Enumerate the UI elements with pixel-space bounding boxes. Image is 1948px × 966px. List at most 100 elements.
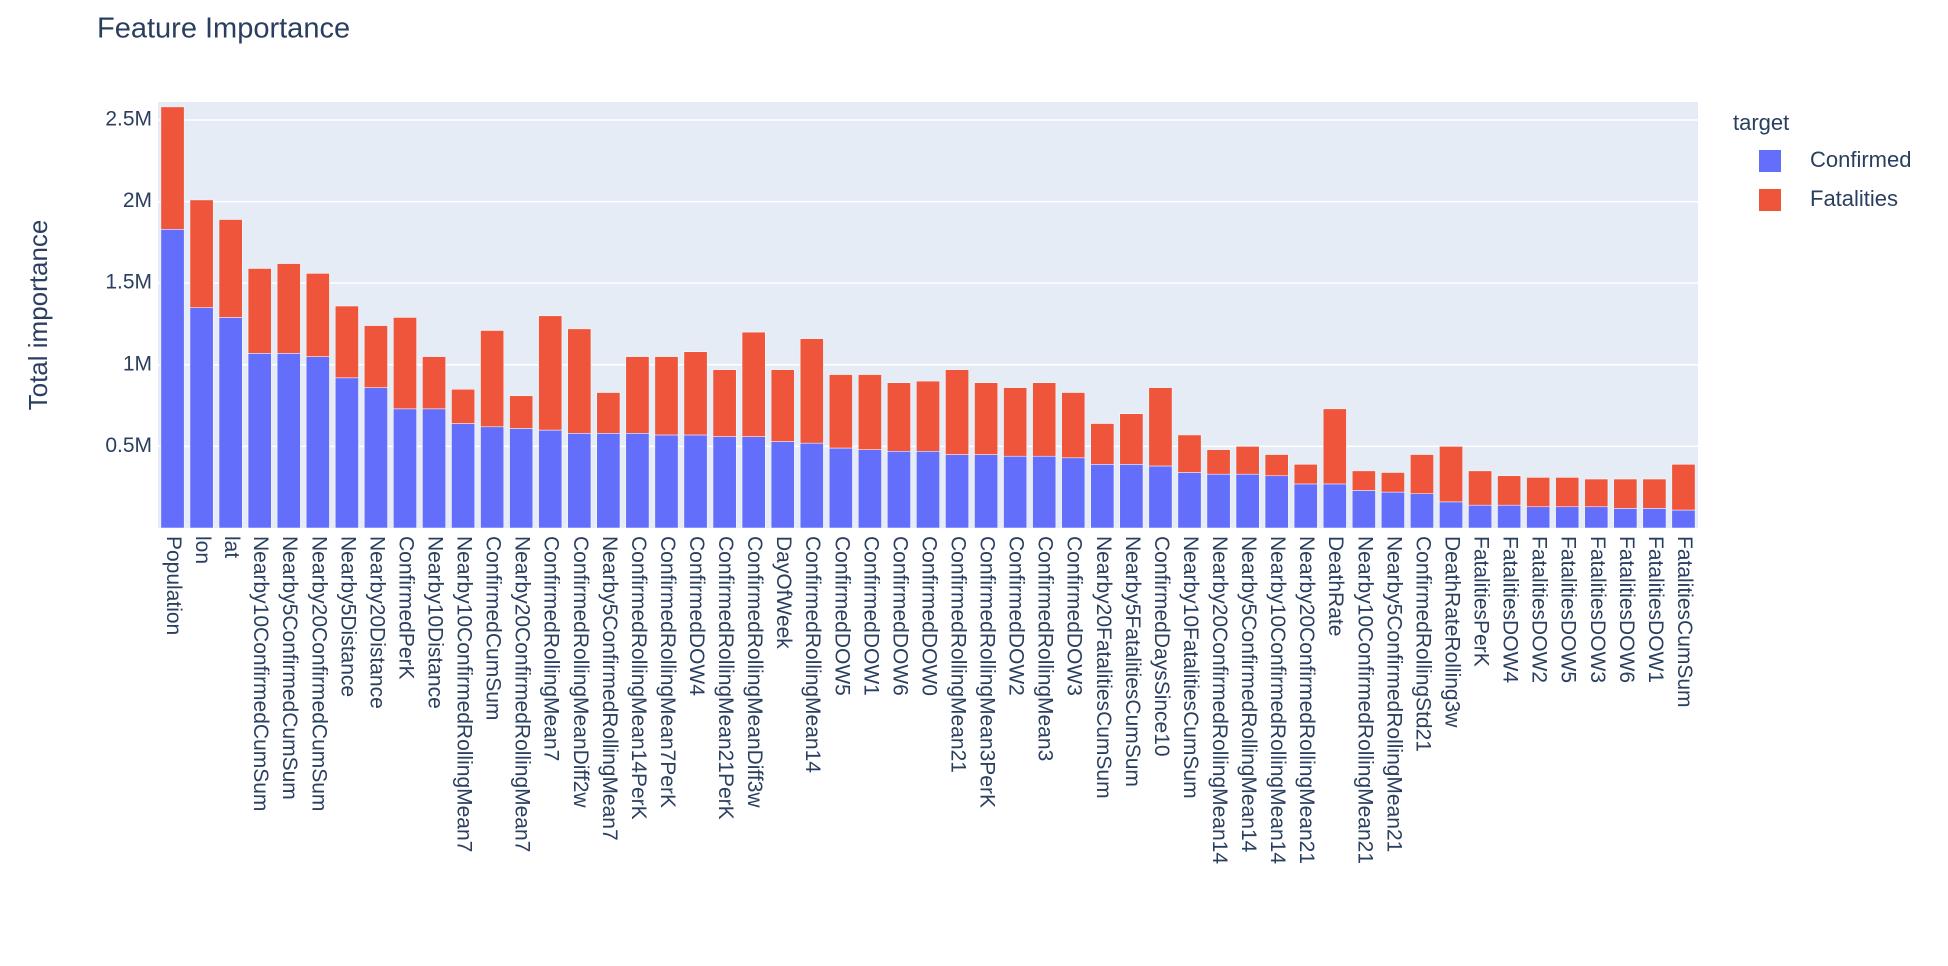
x-tick-label: FatalitiesDOW2 xyxy=(1528,536,1551,683)
bar-segment xyxy=(1293,483,1318,529)
x-tick-label: Nearby20FatalitiesCumSum xyxy=(1092,536,1115,799)
x-tick-label: FatalitiesDOW6 xyxy=(1615,536,1638,683)
bar-segment xyxy=(567,433,592,529)
bar-segment xyxy=(1497,475,1522,506)
bar-segment xyxy=(480,426,505,529)
x-tick-label: ConfirmedRollingMean7PerK xyxy=(656,536,679,808)
bar-segment xyxy=(625,356,650,434)
legend-title: target xyxy=(1733,110,1789,135)
x-tick-label: Nearby20ConfirmedRollingMean21 xyxy=(1295,536,1318,864)
x-tick-label: DeathRateRolling3w xyxy=(1440,536,1463,728)
bar-segment xyxy=(683,351,708,436)
x-tick-label: Nearby5Distance xyxy=(336,536,359,697)
x-tick-label: DayOfWeek xyxy=(772,536,795,649)
x-tick-label: ConfirmedDOW4 xyxy=(685,536,708,696)
bar-segment xyxy=(334,377,359,529)
x-tick-label: Nearby5FatalitiesCumSum xyxy=(1121,536,1144,787)
x-tick-label: FatalitiesCumSum xyxy=(1673,536,1696,708)
bar-segment xyxy=(538,315,563,431)
x-tick-label: Nearby10ConfirmedRollingMean14 xyxy=(1266,536,1289,864)
x-tick-label: Nearby20Distance xyxy=(365,536,388,709)
x-tick-label: ConfirmedRollingMean14PerK xyxy=(627,536,650,820)
bar-segment xyxy=(247,353,272,529)
bar-segment xyxy=(1671,464,1696,511)
bar-segment xyxy=(1148,465,1173,529)
bar-segment xyxy=(1671,509,1696,529)
bar-segment xyxy=(1090,464,1115,529)
bar-segment xyxy=(276,263,301,354)
bar-segment xyxy=(189,199,214,308)
x-tick-label: FatalitiesDOW3 xyxy=(1586,536,1609,683)
bar-segment xyxy=(1206,473,1231,529)
bar-segment xyxy=(1351,470,1376,491)
bar-segment xyxy=(1439,446,1463,503)
bar-segment xyxy=(1497,504,1522,529)
bar-segment xyxy=(1264,454,1289,477)
bar-segment xyxy=(1439,501,1463,529)
bar-segment xyxy=(625,433,650,529)
x-tick-label: FatalitiesPerK xyxy=(1470,536,1493,667)
x-tick-label: ConfirmedRollingMean14 xyxy=(801,536,824,773)
bar-segment xyxy=(1613,478,1638,509)
bar-segment xyxy=(1642,508,1667,529)
x-tick-label: ConfirmedDOW5 xyxy=(830,536,853,696)
x-tick-label: lon xyxy=(191,536,214,564)
x-tick-label: Nearby5ConfirmedRollingMean14 xyxy=(1237,536,1260,853)
bar-segment xyxy=(741,331,766,437)
x-tick-label: DeathRate xyxy=(1324,536,1347,636)
bar-segment xyxy=(1003,455,1028,529)
bar-segment xyxy=(480,330,505,428)
x-tick-label: Nearby10ConfirmedCumSum xyxy=(249,536,272,811)
x-tick-label: Nearby10FatalitiesCumSum xyxy=(1179,536,1202,799)
bar-segment xyxy=(218,219,243,318)
bar-segment xyxy=(364,387,388,529)
x-tick-label: Nearby5ConfirmedCumSum xyxy=(278,536,301,800)
bar-segment xyxy=(858,449,882,529)
bar-segment xyxy=(1584,478,1609,508)
bar-segment xyxy=(509,428,534,529)
bar-segment xyxy=(1555,477,1580,508)
x-tick-label: ConfirmedDOW3 xyxy=(1063,536,1086,696)
bar-segment xyxy=(393,408,417,529)
x-tick-label: ConfirmedRollingMeanDiff3w xyxy=(743,536,766,808)
x-tick-label: ConfirmedRollingStd21 xyxy=(1411,536,1434,752)
bar-segment xyxy=(364,325,388,388)
bar-segment xyxy=(189,307,214,529)
x-tick-label: ConfirmedRollingMean3PerK xyxy=(976,536,999,808)
bar-segment xyxy=(567,328,592,434)
bar-segment xyxy=(1032,382,1057,457)
bar-segment xyxy=(916,380,940,452)
bar-segment xyxy=(509,395,534,429)
bar-segment xyxy=(712,369,737,437)
bar-segment xyxy=(160,229,185,529)
x-tick-label: ConfirmedDOW1 xyxy=(859,536,882,696)
bar-segment xyxy=(770,441,795,529)
legend-swatch xyxy=(1759,189,1781,211)
bar-segment xyxy=(1293,464,1318,485)
bar-segment xyxy=(1381,472,1405,493)
x-tick-label: ConfirmedRollingMean21 xyxy=(947,536,970,773)
bar-segment xyxy=(1235,473,1260,529)
bar-segment xyxy=(247,268,272,354)
bar-segment xyxy=(1148,387,1173,467)
bar-segment xyxy=(160,106,185,230)
bar-segment xyxy=(1090,423,1115,465)
bar-segment xyxy=(799,338,824,444)
legend-label: Fatalities xyxy=(1810,186,1898,211)
x-tick-label: Nearby10ConfirmedRollingMean21 xyxy=(1353,536,1376,864)
bar-segment xyxy=(887,382,911,452)
bar-segment xyxy=(974,454,998,529)
bar-segment xyxy=(1410,454,1434,494)
y-tick-label: 2.5M xyxy=(105,108,152,131)
bar-segment xyxy=(305,356,330,529)
x-tick-label: Nearby20ConfirmedCumSum xyxy=(307,536,330,811)
bar-segment xyxy=(1003,387,1028,457)
x-tick-label: ConfirmedPerK xyxy=(394,536,417,680)
bar-segment xyxy=(1642,478,1667,509)
bar-segment xyxy=(1584,506,1609,529)
x-tick-label: Nearby5ConfirmedRollingMean21 xyxy=(1382,536,1405,852)
y-tick-label: 1.5M xyxy=(105,271,152,294)
x-tick-label: FatalitiesDOW4 xyxy=(1499,536,1522,683)
bar-segment xyxy=(1177,434,1202,473)
